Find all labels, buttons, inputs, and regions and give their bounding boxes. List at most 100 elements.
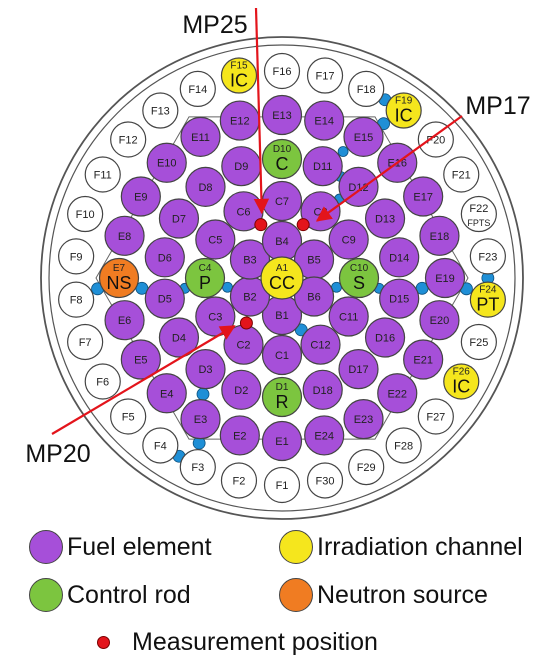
core-element-f8: F8 xyxy=(58,281,95,318)
core-element-d7: D7 xyxy=(158,198,200,239)
element-label-f10: F10 xyxy=(76,209,95,221)
core-element-c1: C1 xyxy=(261,334,303,376)
core-element-f13: F13 xyxy=(142,92,179,129)
element-label-f14: F14 xyxy=(188,84,207,96)
element-circle-e6 xyxy=(104,300,145,341)
core-element-e1: E1 xyxy=(261,420,303,462)
element-label-c8: C8 xyxy=(313,206,327,218)
element-label-d13: D13 xyxy=(375,214,395,226)
element-label-d18: D18 xyxy=(313,385,333,397)
measurement-positions xyxy=(239,218,310,330)
element-circle-e4 xyxy=(146,373,187,414)
element-circle-e13 xyxy=(261,94,303,136)
element-circle-f27 xyxy=(417,398,454,435)
element-label-f8: F8 xyxy=(70,295,83,307)
measurement-arrows: MP25 MP17 MP20 xyxy=(25,7,531,468)
element-label-e9: E9 xyxy=(134,192,147,204)
element-label-e19: E19 xyxy=(435,273,455,285)
legend-fuel-swatch xyxy=(29,530,63,564)
element-label-f30: F30 xyxy=(316,475,335,487)
element-circle-f7 xyxy=(67,323,104,361)
legend: Fuel element Irradiation channel Control… xyxy=(0,520,555,664)
element-circle-d17 xyxy=(338,349,379,390)
core-element-e11: E11 xyxy=(180,116,221,157)
core-element-e13: E13 xyxy=(261,94,303,136)
element-circle-f26 xyxy=(443,363,480,400)
element-circle-e11 xyxy=(180,116,221,157)
element-label-e5: E5 xyxy=(134,355,147,367)
core-element-c12: C12 xyxy=(300,324,341,365)
measurement-dot-mp17 xyxy=(296,218,310,232)
measurement-dot-mp25 xyxy=(254,218,268,232)
element-label-f24: F24 xyxy=(479,285,497,296)
element-circle-e20 xyxy=(419,300,460,341)
core-element-f17: F17 xyxy=(306,57,344,94)
core-element-f7: F7 xyxy=(67,323,104,361)
core-element-f23: F23 xyxy=(469,238,506,275)
element-label-f18: F18 xyxy=(357,84,376,96)
element-label-f3: F3 xyxy=(191,462,204,474)
element-label-e18: E18 xyxy=(430,231,450,243)
core-element-c5: C5 xyxy=(195,219,236,260)
element-label-e3: E3 xyxy=(194,414,207,426)
core-element-f2: F2 xyxy=(220,462,258,499)
core-element-c2: C2 xyxy=(223,324,264,365)
core-element-d8: D8 xyxy=(185,166,226,207)
core-element-f27: F27 xyxy=(417,398,454,435)
element-circle-c5 xyxy=(195,219,236,260)
arrow-mp17 xyxy=(315,115,463,222)
element-label-c12: C12 xyxy=(310,340,330,352)
element-circle-d13 xyxy=(364,198,406,239)
element-circle-f3 xyxy=(179,449,216,486)
element-label-f16: F16 xyxy=(273,66,292,78)
element-tag-f19: IC xyxy=(395,106,413,126)
element-label-f12: F12 xyxy=(119,134,138,146)
element-circle-f25 xyxy=(460,323,497,361)
element-label-d12: D12 xyxy=(348,182,368,194)
element-label-b2: B2 xyxy=(243,292,256,304)
core-element-f29: F29 xyxy=(348,449,385,486)
element-circle-d2 xyxy=(221,369,262,410)
element-circle-d7 xyxy=(158,198,200,239)
element-circle-d3 xyxy=(185,349,226,390)
element-label-c7: C7 xyxy=(275,196,289,208)
element-label-d1: D1 xyxy=(276,382,289,393)
element-circle-f23 xyxy=(469,238,506,275)
core-element-d4: D4 xyxy=(158,317,200,358)
core-element-d16: D16 xyxy=(364,317,406,358)
element-label-e17: E17 xyxy=(413,192,433,204)
core-element-f4: F4 xyxy=(142,427,179,464)
element-label-f13: F13 xyxy=(151,106,170,118)
element-tag-d10: C xyxy=(276,154,289,174)
element-circle-e21 xyxy=(403,339,444,380)
element-label-b3: B3 xyxy=(243,255,256,267)
core-element-f18: F18 xyxy=(348,70,385,107)
element-label-f1: F1 xyxy=(276,480,289,492)
core-element-b5: B5 xyxy=(293,239,335,280)
element-label-e15: E15 xyxy=(354,132,374,144)
element-label-e11: E11 xyxy=(191,132,210,144)
element-circle-c1 xyxy=(261,334,303,376)
element-label-d3: D3 xyxy=(198,364,212,376)
legend-irradiation-label: Irradiation channel xyxy=(317,532,523,561)
element-circle-f9 xyxy=(58,238,95,275)
element-label-f19: F19 xyxy=(395,96,413,107)
core-element-f5: F5 xyxy=(110,398,147,435)
element-label-d8: D8 xyxy=(198,182,212,194)
element-circle-d6 xyxy=(144,237,185,278)
core-element-e18: E18 xyxy=(419,215,460,256)
core-element-b3: B3 xyxy=(229,239,271,280)
core-element-d14: D14 xyxy=(379,237,420,278)
element-label-f29: F29 xyxy=(357,462,376,474)
element-label-f2: F2 xyxy=(233,475,246,487)
element-label-f22: F22 xyxy=(469,203,488,215)
element-label-f15: F15 xyxy=(230,61,248,72)
core-element-f9: F9 xyxy=(58,238,95,275)
element-label-e14: E14 xyxy=(314,116,334,128)
element-circle-f14 xyxy=(179,70,216,107)
core-element-f3: F3 xyxy=(179,449,216,486)
element-label-c3: C3 xyxy=(208,312,222,324)
